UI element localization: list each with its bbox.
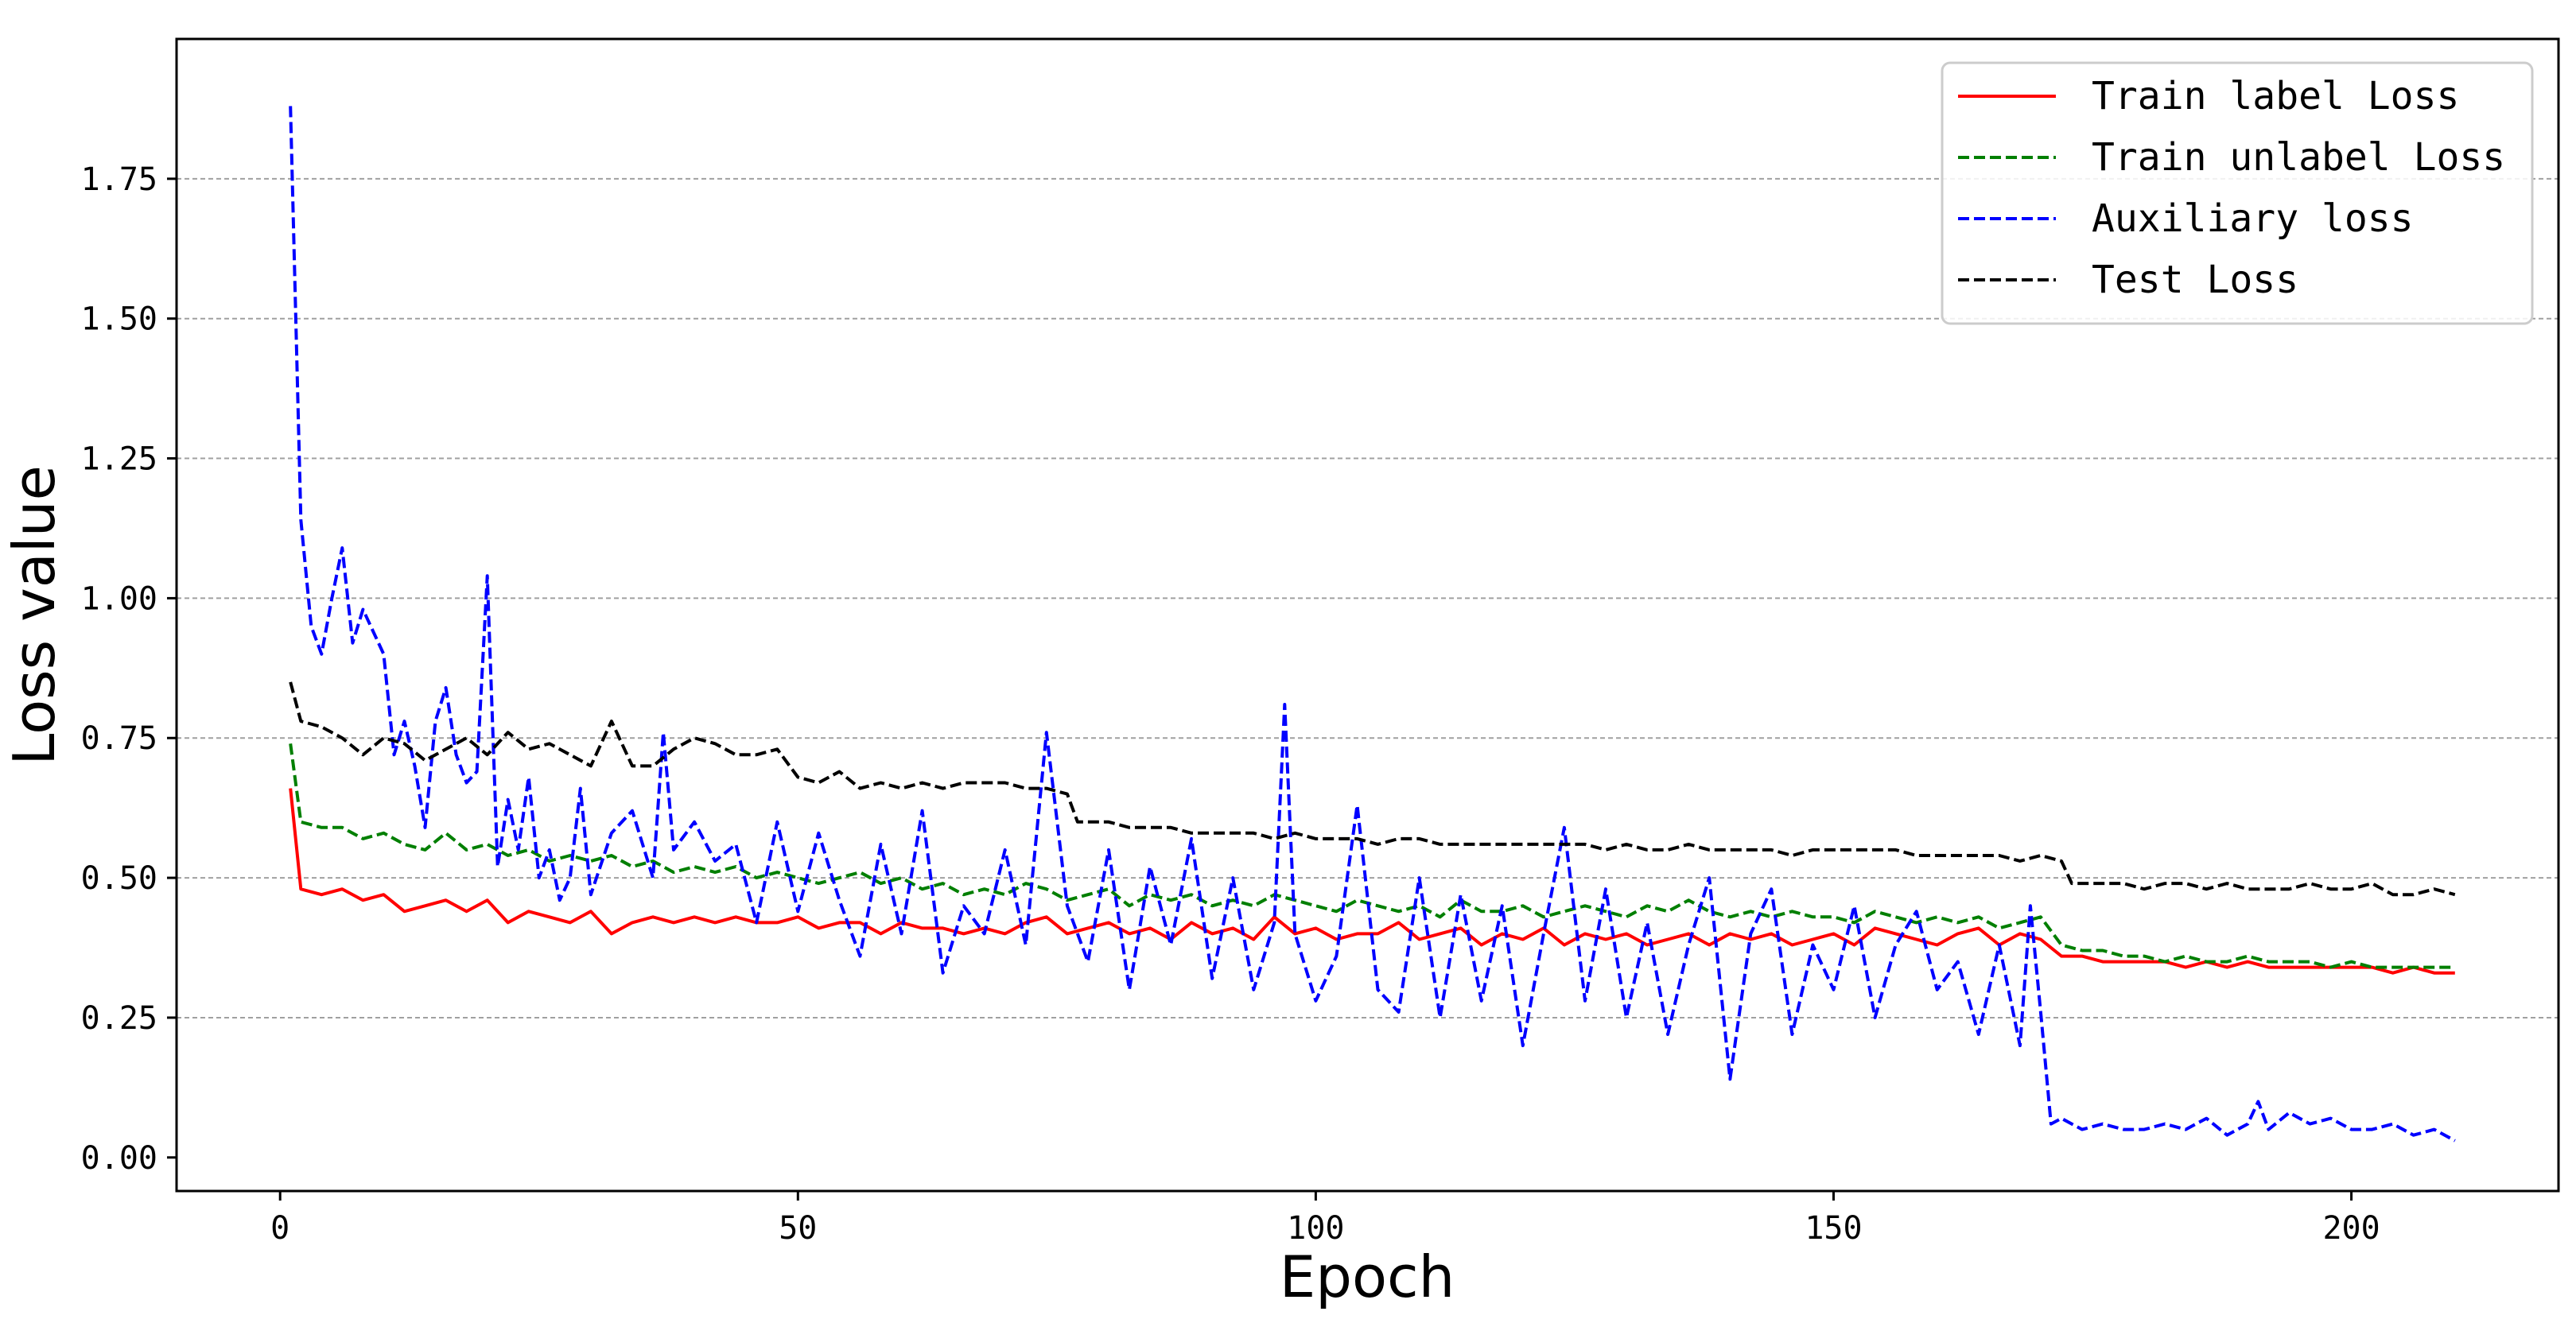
x-axis-ticks: 0 50 100 150 200 xyxy=(270,1191,2380,1247)
series-line-auxiliary-loss xyxy=(289,106,2456,1143)
plot-frame xyxy=(175,37,2560,1193)
legend-items: Train label Loss Train unlabel Loss Auxili… xyxy=(1958,74,2505,302)
y-tick-label: 1.50 xyxy=(81,301,157,338)
legend-label-train-label-loss: Train label Loss xyxy=(2092,74,2459,118)
series-lines xyxy=(289,106,2456,1143)
y-axis-ticks: 0.00 0.25 0.50 0.75 1.00 1.25 1.50 1.75 xyxy=(81,161,177,1177)
y-tick-label: 1.25 xyxy=(81,441,157,478)
y-tick-label: 0.50 xyxy=(81,860,157,897)
y-tick-label: 1.75 xyxy=(81,161,157,198)
y-tick-label: 1.00 xyxy=(81,580,157,617)
legend-label-auxiliary-loss: Auxiliary loss xyxy=(2092,196,2414,241)
legend-label-train-unlabel-loss: Train unlabel Loss xyxy=(2092,135,2505,180)
x-tick-label: 0 xyxy=(270,1210,289,1247)
x-tick-label: 200 xyxy=(2322,1210,2380,1247)
y-tick-label: 0.25 xyxy=(81,1000,157,1037)
y-tick-label: 0.00 xyxy=(81,1140,157,1177)
legend-box xyxy=(1941,61,2534,325)
series-line-test-loss xyxy=(289,681,2456,897)
y-axis-title: Loss value xyxy=(1,465,68,765)
x-tick-label: 50 xyxy=(779,1210,817,1247)
x-tick-label: 100 xyxy=(1287,1210,1344,1247)
legend: Train label Loss Train unlabel Loss Auxili… xyxy=(1941,61,2534,325)
x-axis-title: Epoch xyxy=(1280,1243,1455,1310)
x-tick-label: 150 xyxy=(1805,1210,1862,1247)
legend-label-test-loss: Test Loss xyxy=(2092,258,2298,302)
series-line-train-label-loss xyxy=(289,788,2455,975)
y-tick-label: 0.75 xyxy=(81,720,157,757)
